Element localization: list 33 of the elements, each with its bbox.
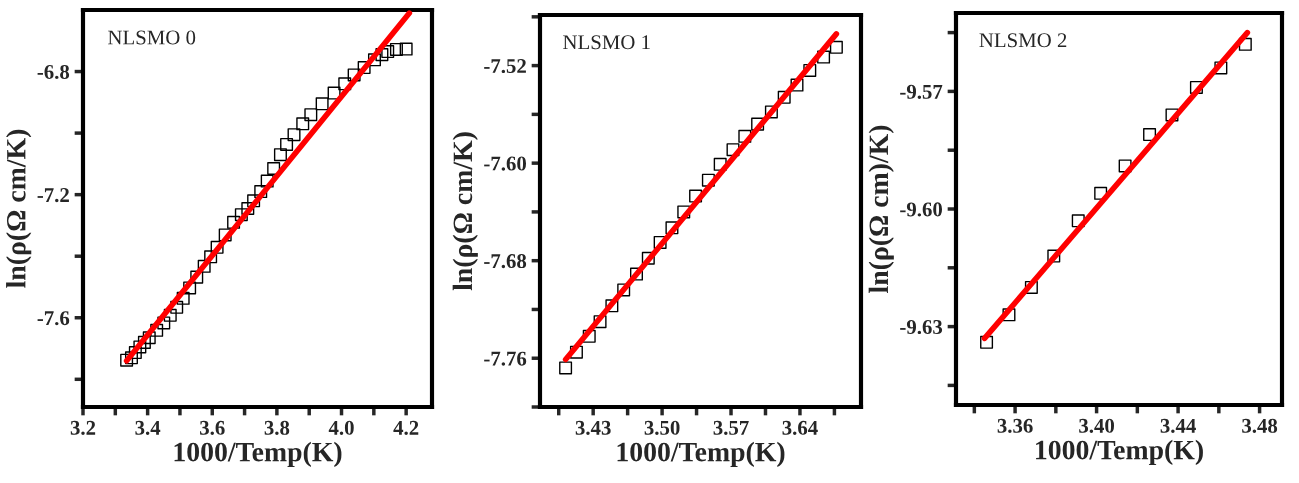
annotation: NLSMO 2	[979, 33, 1067, 48]
y-tick-label: -7.2	[37, 188, 69, 203]
y-tick-label: -9.60	[900, 202, 943, 217]
y-axis-title: ln(ρ(Ω cm)/K)	[868, 125, 894, 293]
x-tick-label: 3.2	[70, 420, 96, 435]
y-axis-title: ln(ρ(Ω cm/K)	[452, 132, 478, 291]
x-axis-title: 1000/Temp(K)	[617, 441, 785, 468]
x-axis-title: 1000/Temp(K)	[1036, 439, 1203, 466]
y-tick-label: -6.8	[37, 64, 70, 80]
y-tick-label: -7.68	[484, 254, 527, 269]
x-tick-label: 3.4	[135, 420, 161, 435]
x-tick-label: 3.6	[200, 420, 225, 435]
y-axis-title: ln(ρ(Ω cm/K)	[6, 129, 32, 288]
x-tick-label: 3.43	[575, 420, 611, 435]
x-tick-label: 3.50	[644, 420, 680, 435]
y-tick-label: -7.52	[484, 59, 526, 74]
x-tick-label: 3.44	[1160, 418, 1196, 433]
x-tick-label: 3.36	[997, 418, 1033, 433]
y-tick-label: -9.57	[900, 84, 943, 99]
x-tick-label: 3.40	[1079, 418, 1115, 433]
x-tick-label: 3.48	[1242, 418, 1278, 433]
x-tick-label: 4.2	[393, 420, 419, 435]
y-tick-label: -9.63	[900, 320, 943, 335]
annotation: NLSMO 0	[108, 30, 196, 45]
x-tick-label: 3.57	[713, 420, 749, 435]
y-tick-label: -7.6	[37, 311, 70, 326]
x-tick-label: 4.0	[328, 420, 354, 435]
annotation: NLSMO 1	[563, 35, 650, 50]
y-tick-label: -7.76	[484, 351, 527, 366]
x-tick-label: 3.8	[264, 420, 290, 435]
x-tick-label: 3.64	[782, 420, 818, 435]
x-axis-title: 1000/Temp(K)	[174, 441, 342, 468]
y-tick-label: -7.60	[484, 156, 527, 171]
